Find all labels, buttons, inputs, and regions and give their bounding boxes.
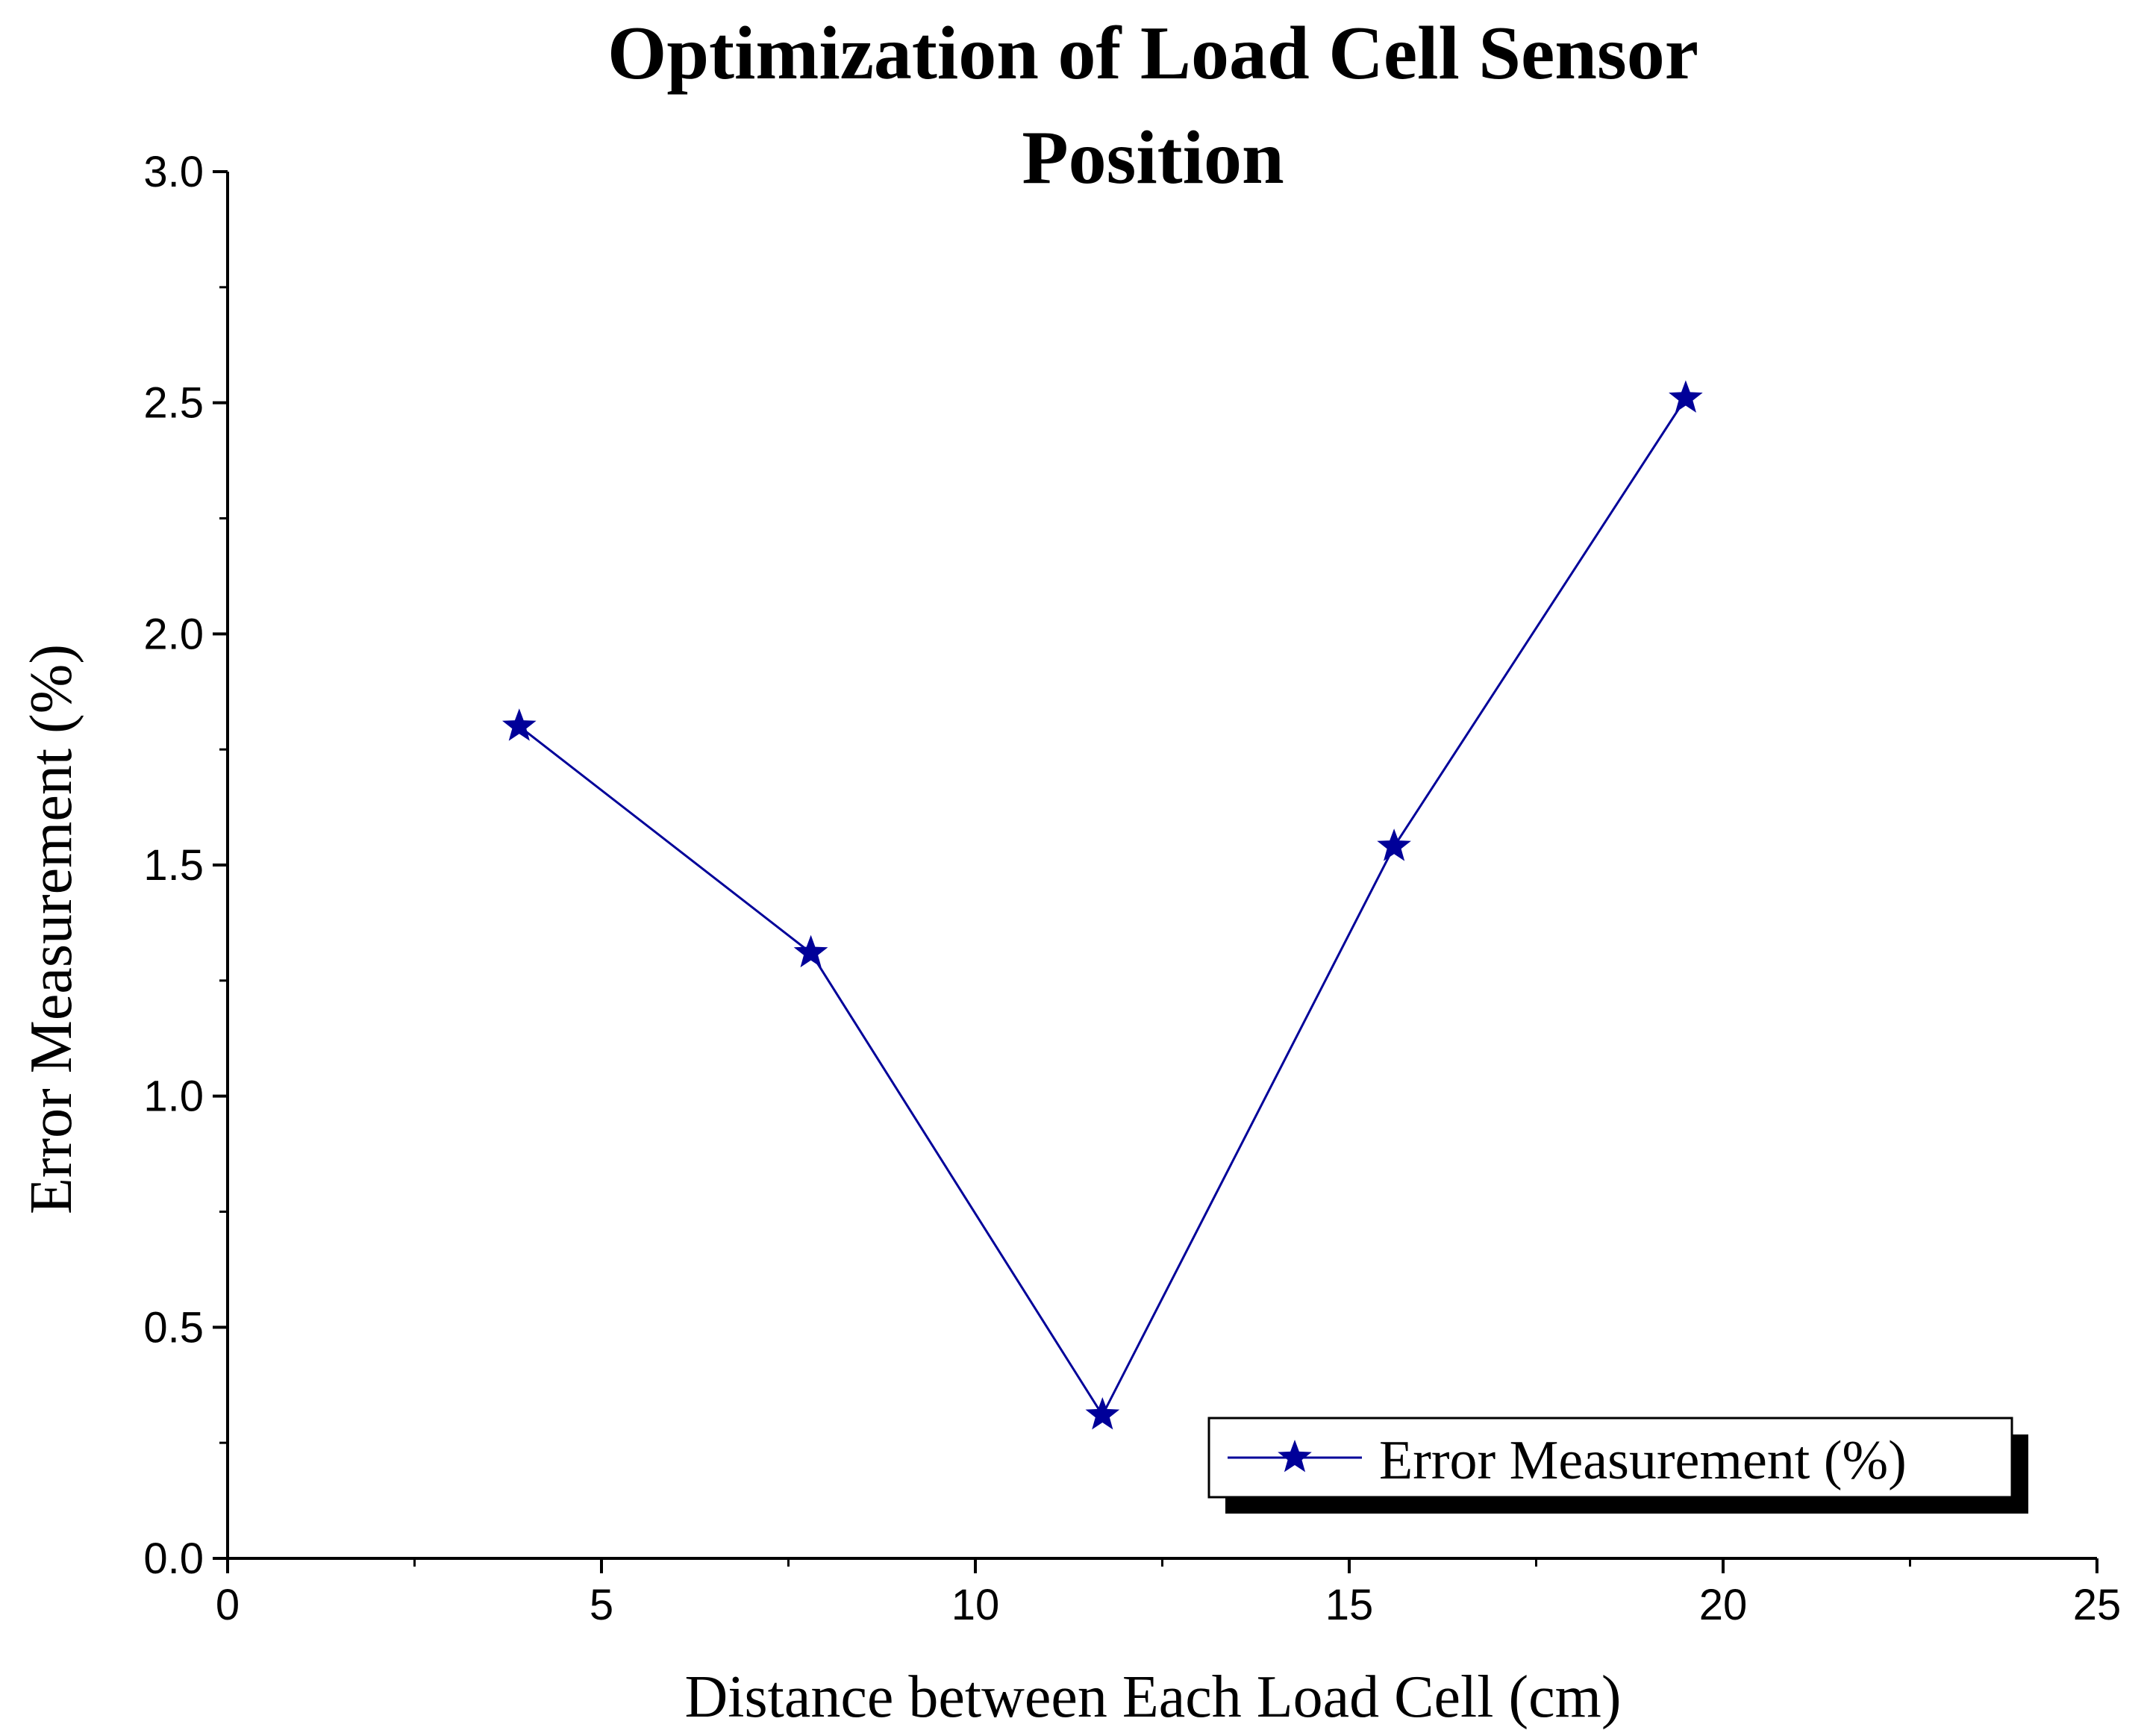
x-tick-label: 20 xyxy=(1699,1581,1748,1629)
x-tick-label: 25 xyxy=(2073,1581,2122,1629)
series-layer xyxy=(502,380,1703,1430)
y-axis-label: Error Measurement (%) xyxy=(19,644,84,1214)
data-point-star xyxy=(1085,1397,1120,1430)
data-point-star xyxy=(793,934,828,968)
x-tick-label: 0 xyxy=(216,1581,240,1629)
legend: Error Measurement (%) xyxy=(1207,1417,2028,1514)
legend-label: Error Measurement (%) xyxy=(1379,1430,1907,1491)
y-tick-label: 0.0 xyxy=(143,1534,204,1583)
y-tick-label: 2.0 xyxy=(143,610,204,658)
chart-title-line-1: Optimization of Load Cell Sensor xyxy=(607,11,1698,96)
y-axis-ticks: 0.0 0.5 1.0 1.5 2.0 2.5 3.0 xyxy=(143,148,228,1583)
x-tick-label: 5 xyxy=(590,1581,613,1629)
data-point-star xyxy=(1669,380,1703,413)
y-tick-label: 2.5 xyxy=(143,379,204,428)
legend-star-marker xyxy=(1278,1440,1312,1473)
x-tick-label: 10 xyxy=(951,1581,1000,1629)
y-tick-label: 0.5 xyxy=(143,1303,204,1352)
y-tick-label: 1.5 xyxy=(143,841,204,890)
x-axis-ticks: 0 5 10 15 20 25 xyxy=(216,1558,2121,1629)
y-tick-label: 1.0 xyxy=(143,1072,204,1121)
series-line xyxy=(518,397,1687,1418)
y-tick-label: 3.0 xyxy=(143,148,204,196)
axes xyxy=(226,172,2097,1560)
x-tick-label: 15 xyxy=(1325,1581,1374,1629)
data-point-star xyxy=(502,708,537,741)
chart-title-line-2: Position xyxy=(1022,116,1284,200)
x-axis-label: Distance between Each Load Cell (cm) xyxy=(685,1664,1622,1730)
data-point-star xyxy=(1377,828,1411,861)
